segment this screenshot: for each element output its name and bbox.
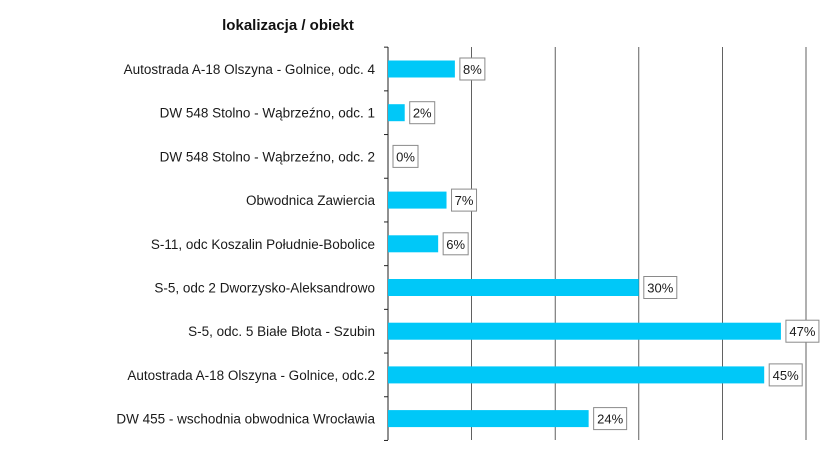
data-label-box — [768, 363, 803, 387]
chart-title: lokalizacja / obiekt — [222, 17, 354, 34]
value-labels: 8% 2% 0% 7% 6% 30% 47% 45% 24% — [392, 57, 820, 431]
category-label: Autostrada A-18 Olszyna - Golnice, odc.2 — [127, 368, 375, 383]
data-label: 8% — [463, 62, 482, 77]
bars — [388, 60, 781, 428]
data-label-box — [593, 407, 628, 431]
data-label: 0% — [396, 149, 415, 164]
bar — [388, 322, 781, 340]
category-labels: Autostrada A-18 Olszyna - Golnice, odc. … — [116, 62, 375, 427]
data-label-box — [451, 188, 478, 212]
bar — [388, 104, 405, 122]
bar — [388, 235, 439, 253]
data-label-box — [392, 144, 419, 168]
category-label: DW 455 - wschodnia obwodnica Wrocławia — [116, 412, 375, 427]
category-label: DW 548 Stolno - Wąbrzeźno, odc. 1 — [160, 106, 375, 121]
data-label: 30% — [647, 281, 673, 296]
category-label: Autostrada A-18 Olszyna - Golnice, odc. … — [124, 62, 376, 77]
data-label-box — [409, 101, 436, 125]
bar — [388, 410, 589, 428]
category-label: S-5, odc. 5 Białe Błota - Szubin — [188, 324, 375, 339]
category-label: S-5, odc 2 Dworzysko-Aleksandrowo — [154, 281, 375, 296]
bar — [388, 191, 447, 209]
data-label: 2% — [413, 106, 432, 121]
data-label: 7% — [455, 193, 474, 208]
data-label-box — [643, 276, 678, 299]
bar — [388, 279, 639, 296]
data-label: 24% — [597, 412, 623, 427]
data-label-box — [442, 232, 469, 256]
bar — [388, 366, 765, 384]
data-label: 45% — [773, 368, 799, 383]
category-label: S-11, odc Koszalin Południe-Bobolice — [151, 237, 375, 252]
data-label-box — [785, 319, 820, 343]
data-label-box — [459, 57, 486, 81]
data-label: 47% — [789, 324, 815, 339]
data-label: 6% — [446, 237, 465, 252]
category-label: Obwodnica Zawiercia — [246, 193, 376, 208]
category-label: DW 548 Stolno - Wąbrzeźno, odc. 2 — [160, 149, 375, 164]
bar — [388, 60, 455, 78]
